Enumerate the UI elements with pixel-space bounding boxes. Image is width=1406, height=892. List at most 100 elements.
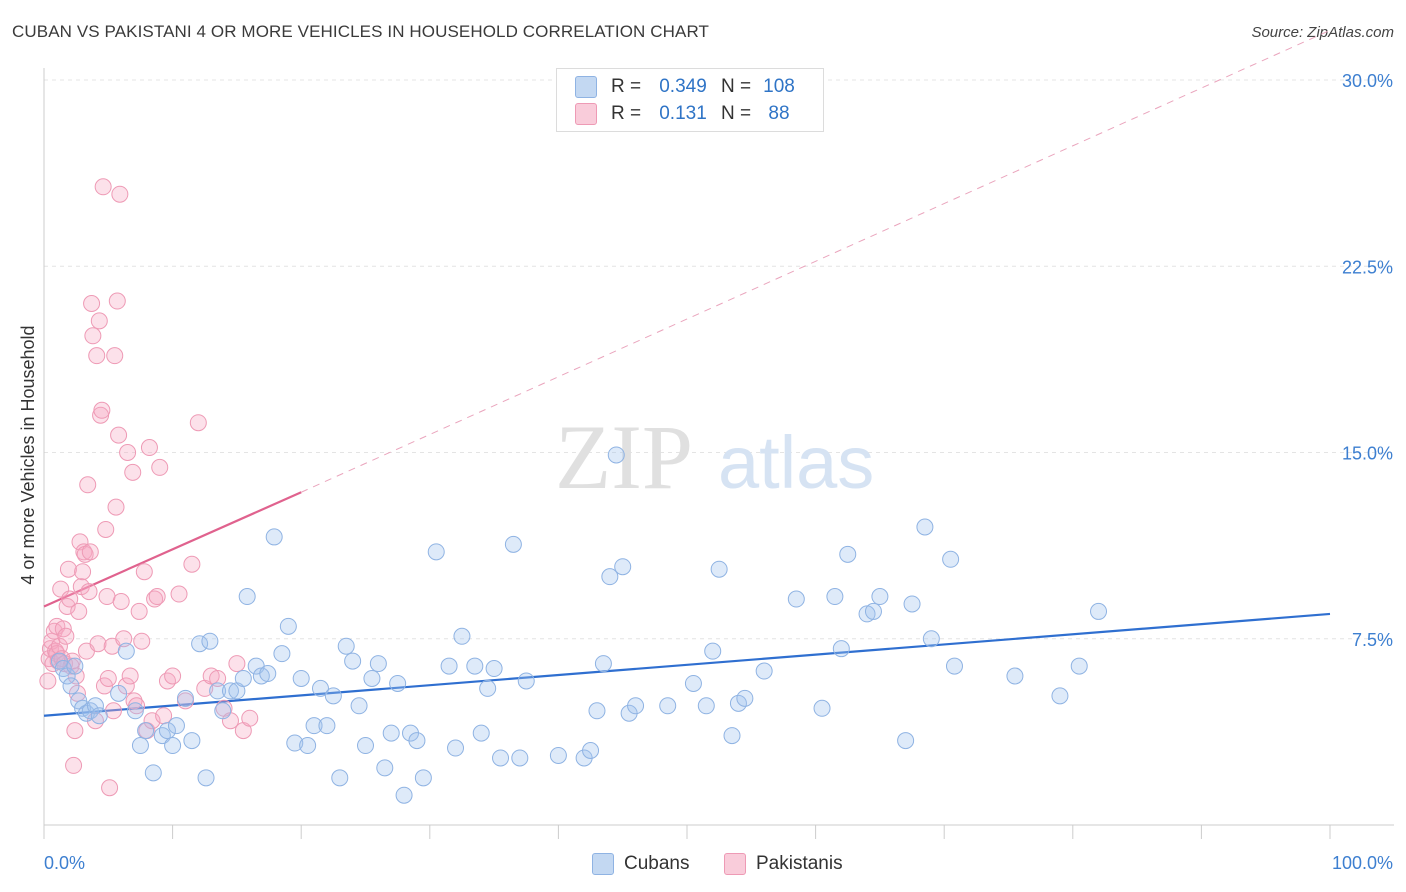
pakistani-point xyxy=(111,185,129,203)
cuban-point xyxy=(472,724,490,742)
pakistani-point xyxy=(90,312,108,330)
pakistani-point xyxy=(115,630,133,648)
pakistani-point xyxy=(94,178,112,196)
cuban-point xyxy=(903,595,921,613)
cuban-point xyxy=(916,518,934,536)
pakistanis-trend-line xyxy=(43,491,302,608)
pakistani-point xyxy=(99,669,117,687)
cuban-point xyxy=(942,550,960,568)
pakistanis-trend-extension xyxy=(300,29,1331,493)
pakistani-point xyxy=(119,444,137,461)
cuban-point xyxy=(214,702,232,720)
cuban-point xyxy=(137,722,155,740)
gridlines xyxy=(44,79,1394,640)
cuban-point xyxy=(1051,687,1069,705)
cuban-point xyxy=(350,697,368,715)
legend-row-cubans: R = 0.349 N = 108 xyxy=(575,74,799,100)
cuban-point xyxy=(234,669,252,687)
bottom-legend-label-pakistanis: Pakistanis xyxy=(756,853,843,874)
bottom-legend-label-cubans: Cubans xyxy=(624,853,690,874)
cuban-point xyxy=(839,545,857,563)
cuban-point xyxy=(787,590,805,608)
pakistani-point xyxy=(57,627,75,645)
cuban-point xyxy=(238,588,256,606)
source-label: Source: ZipAtlas.com xyxy=(1251,24,1394,41)
cuban-point xyxy=(318,717,336,735)
cuban-point xyxy=(594,655,612,673)
cuban-point xyxy=(90,707,108,725)
legend-swatch-pakistanis xyxy=(575,103,597,125)
bottom-legend-pakistanis[interactable]: Pakistanis xyxy=(724,852,843,876)
cuban-point xyxy=(897,732,915,750)
cuban-point xyxy=(167,717,185,735)
cuban-point xyxy=(492,749,510,767)
cuban-point xyxy=(324,687,342,705)
legend-n-value: 88 xyxy=(768,103,790,124)
cuban-point xyxy=(614,558,632,576)
cuban-point xyxy=(427,543,445,561)
cuban-point xyxy=(945,657,963,675)
pakistani-point xyxy=(107,498,125,516)
cuban-point xyxy=(659,697,677,715)
cuban-point xyxy=(292,669,310,687)
cuban-point xyxy=(305,717,323,735)
cuban-point xyxy=(549,746,567,764)
pakistani-point xyxy=(79,476,97,494)
cuban-point xyxy=(337,637,355,655)
cuban-point xyxy=(286,734,304,752)
cuban-point xyxy=(864,602,882,620)
cuban-point xyxy=(582,742,600,759)
pakistani-point xyxy=(189,414,207,432)
cuban-point xyxy=(382,724,400,742)
cuban-point xyxy=(466,657,484,675)
pakistani-point xyxy=(110,426,128,444)
cuban-point xyxy=(153,727,171,745)
y-tick-label: 7.5% xyxy=(1352,630,1393,650)
cuban-point xyxy=(1006,667,1024,685)
pakistani-point xyxy=(148,588,166,606)
pakistani-points xyxy=(39,178,259,797)
cuban-point xyxy=(265,528,283,546)
pakistani-point xyxy=(108,292,126,310)
legend-r-value: 0.131 xyxy=(659,103,707,124)
cuban-point xyxy=(723,727,741,745)
y-tick-label: 30.0% xyxy=(1342,71,1393,91)
cuban-point xyxy=(511,749,529,767)
cuban-point xyxy=(259,665,277,683)
cuban-point xyxy=(453,627,471,645)
legend-n-value: 108 xyxy=(763,76,795,97)
bottom-legend-cubans[interactable]: Cubans xyxy=(592,852,690,876)
pakistani-point xyxy=(50,637,68,655)
cuban-points xyxy=(50,446,1108,804)
pakistani-point xyxy=(124,463,142,481)
cuban-point xyxy=(62,677,80,695)
y-tick-label: 15.0% xyxy=(1342,444,1393,464)
cuban-point xyxy=(331,769,349,787)
cuban-point xyxy=(832,640,850,658)
pakistani-point xyxy=(74,563,92,581)
cuban-point xyxy=(871,588,889,606)
pakistani-point xyxy=(158,672,176,690)
cuban-point xyxy=(201,632,219,650)
cuban-point xyxy=(627,697,645,715)
cuban-point xyxy=(164,737,182,755)
bottom-legend-swatch-pakistanis xyxy=(724,853,746,875)
pakistani-point xyxy=(133,632,151,650)
cuban-point xyxy=(447,739,465,757)
cuban-point xyxy=(922,630,940,648)
pakistani-point xyxy=(135,563,153,581)
bottom-legend-swatch-cubans xyxy=(592,853,614,875)
pakistani-point xyxy=(183,555,201,573)
pakistani-point xyxy=(140,439,158,457)
cuban-point xyxy=(110,684,128,702)
pakistani-point xyxy=(81,543,99,561)
legend-n-label: N = xyxy=(721,76,752,97)
pakistani-point xyxy=(112,593,130,610)
pakistani-point xyxy=(39,672,57,690)
pakistani-point xyxy=(84,327,102,345)
cuban-point xyxy=(273,645,291,663)
pakistani-point xyxy=(209,669,227,687)
pakistani-point xyxy=(98,588,116,606)
pakistani-point xyxy=(70,602,88,620)
